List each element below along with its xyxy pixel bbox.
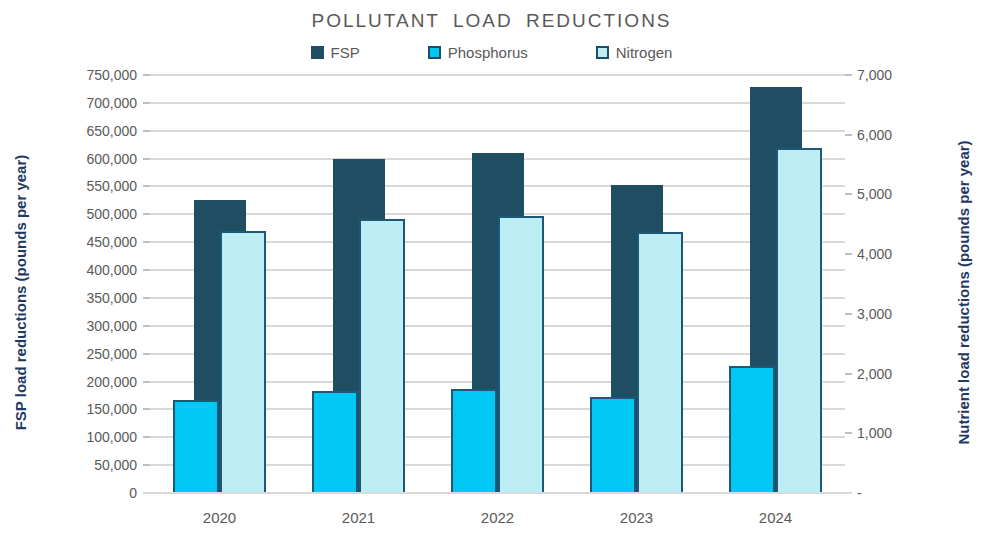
gridline — [150, 74, 845, 76]
bar-phosphorus-2024 — [729, 366, 775, 493]
left-axis-tick — [143, 325, 150, 327]
right-axis-tick-label: 4,000 — [857, 247, 927, 261]
left-axis-tick — [143, 408, 150, 410]
left-axis-tick — [143, 353, 150, 355]
right-axis-tick-label: 1,000 — [857, 426, 927, 440]
left-axis-tick — [143, 102, 150, 104]
nitrogen-swatch-icon — [596, 46, 609, 59]
left-axis-tick-label: 200,000 — [53, 375, 137, 389]
legend-item-nitrogen: Nitrogen — [596, 44, 673, 61]
left-axis-tick-label: 400,000 — [53, 263, 137, 277]
right-axis-tick — [845, 253, 852, 255]
bar-phosphorus-2021 — [312, 391, 358, 493]
bar-nitrogen-2020 — [220, 231, 266, 493]
gridline — [150, 102, 845, 104]
right-axis-tick — [845, 373, 852, 375]
x-axis-label-2022: 2022 — [428, 509, 567, 526]
left-axis-tick — [143, 130, 150, 132]
left-axis-tick — [143, 464, 150, 466]
right-axis-tick — [845, 134, 852, 136]
chart-title: POLLUTANT LOAD REDUCTIONS — [0, 10, 983, 32]
left-axis-tick — [143, 185, 150, 187]
right-axis-tick — [845, 193, 852, 195]
left-axis-tick — [143, 436, 150, 438]
legend-label-nitrogen: Nitrogen — [616, 44, 673, 61]
legend-label-fsp: FSP — [331, 44, 360, 61]
x-axis-label-2024: 2024 — [706, 509, 845, 526]
bar-nitrogen-2023 — [637, 232, 683, 493]
left-axis-tick-label: 250,000 — [53, 347, 137, 361]
x-axis-label-2021: 2021 — [289, 509, 428, 526]
right-axis-tick-label: 2,000 — [857, 367, 927, 381]
left-axis-tick-label: 550,000 — [53, 179, 137, 193]
left-axis-tick-label: 450,000 — [53, 235, 137, 249]
bar-nitrogen-2022 — [498, 216, 544, 493]
left-axis-tick-label: 500,000 — [53, 207, 137, 221]
left-axis-tick — [143, 269, 150, 271]
left-axis-tick-label: 350,000 — [53, 291, 137, 305]
left-axis-tick-label: 50,000 — [53, 458, 137, 472]
right-axis-tick-label: 3,000 — [857, 307, 927, 321]
bar-phosphorus-2022 — [451, 389, 497, 494]
left-axis-tick — [143, 381, 150, 383]
gridline — [150, 130, 845, 132]
left-axis-tick-label: 750,000 — [53, 68, 137, 82]
left-axis-tick-label: 100,000 — [53, 430, 137, 444]
right-axis-title: Nutrient load reductions (pounds per yea… — [955, 123, 972, 463]
bar-nitrogen-2024 — [776, 148, 822, 493]
left-axis-tick — [143, 241, 150, 243]
bar-phosphorus-2020 — [173, 400, 219, 493]
left-axis-tick-label: 600,000 — [53, 152, 137, 166]
left-axis-tick-label: 0 — [53, 486, 137, 500]
left-axis-tick-label: 650,000 — [53, 124, 137, 138]
bar-phosphorus-2023 — [590, 397, 636, 493]
legend-item-phosphorus: Phosphorus — [428, 44, 528, 61]
left-axis-title: FSP load reductions (pounds per year) — [12, 123, 29, 463]
right-axis-tick-label: 5,000 — [857, 187, 927, 201]
left-axis-tick — [143, 158, 150, 160]
right-axis-tick-label: 6,000 — [857, 128, 927, 142]
x-axis-label-2023: 2023 — [567, 509, 706, 526]
left-axis-tick-label: 300,000 — [53, 319, 137, 333]
right-axis-tick — [845, 313, 852, 315]
right-axis-tick — [845, 432, 852, 434]
x-axis-line — [143, 492, 852, 494]
right-axis-tick-label: - — [857, 486, 927, 500]
right-axis-tick-label: 7,000 — [857, 68, 927, 82]
fsp-swatch-icon — [311, 46, 324, 59]
legend-label-phosphorus: Phosphorus — [448, 44, 528, 61]
left-axis-tick — [143, 213, 150, 215]
x-axis-label-2020: 2020 — [150, 509, 289, 526]
right-axis-tick — [845, 74, 852, 76]
bar-nitrogen-2021 — [359, 219, 405, 493]
chart-legend: FSP Phosphorus Nitrogen — [0, 44, 983, 61]
left-axis-tick — [143, 297, 150, 299]
left-axis-tick — [143, 74, 150, 76]
left-axis-tick-label: 700,000 — [53, 96, 137, 110]
left-axis-tick-label: 150,000 — [53, 402, 137, 416]
chart-container: POLLUTANT LOAD REDUCTIONS FSP Phosphorus… — [0, 0, 983, 533]
phosphorus-swatch-icon — [428, 46, 441, 59]
legend-item-fsp: FSP — [311, 44, 360, 61]
